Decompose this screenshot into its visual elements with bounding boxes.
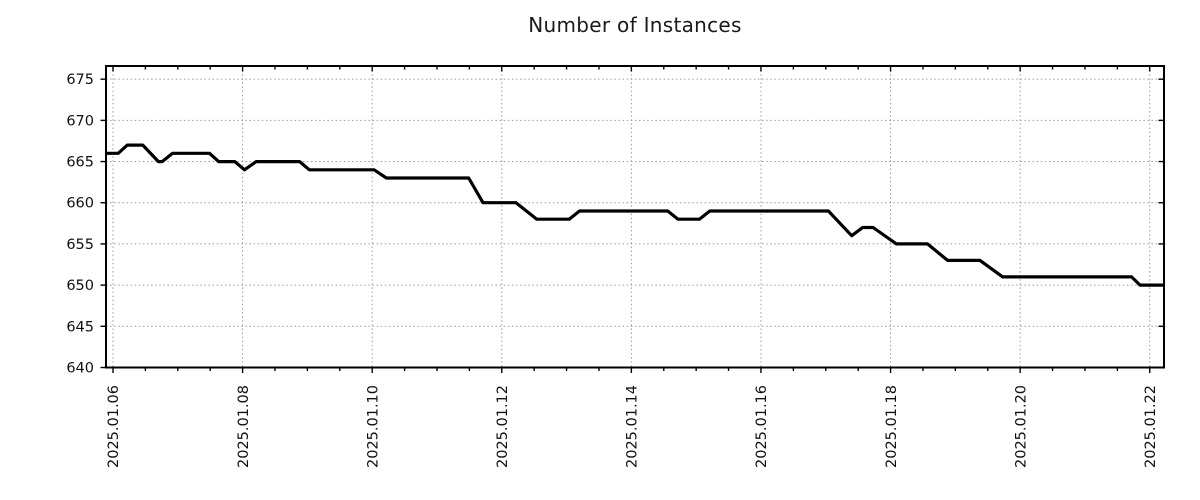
y-tick-label: 655 — [66, 237, 94, 253]
x-tick-label: 2025.01.20 — [1013, 385, 1029, 468]
x-tick-label: 2025.01.12 — [495, 385, 511, 468]
y-tick-label: 665 — [66, 155, 94, 171]
y-tick-label: 640 — [66, 361, 94, 377]
x-tick-label: 2025.01.22 — [1143, 385, 1159, 468]
y-tick-label: 660 — [66, 196, 94, 212]
y-tick-label: 670 — [66, 113, 94, 129]
plot-border — [105, 65, 1165, 369]
y-tick-label: 645 — [66, 319, 94, 335]
plot-grid — [106, 66, 1164, 368]
chart-title: Number of Instances — [528, 13, 742, 37]
x-tick-label: 2025.01.06 — [106, 385, 122, 468]
y-tick-label: 675 — [66, 72, 94, 88]
x-tick-label: 2025.01.14 — [625, 385, 641, 468]
data-line-instances — [106, 143, 1164, 287]
x-tick-label: 2025.01.18 — [884, 385, 900, 468]
axis-tick-labels: 640 645 650 655 660 665 670 675 2025.01.06 2025.0… — [66, 72, 1159, 468]
x-tick-label: 2025.01.10 — [365, 385, 381, 468]
x-tick-label: 2025.01.16 — [754, 385, 770, 468]
x-tick-label: 2025.01.08 — [236, 385, 252, 468]
y-tick-label: 650 — [66, 278, 94, 294]
axis-ticks — [100, 66, 1164, 373]
